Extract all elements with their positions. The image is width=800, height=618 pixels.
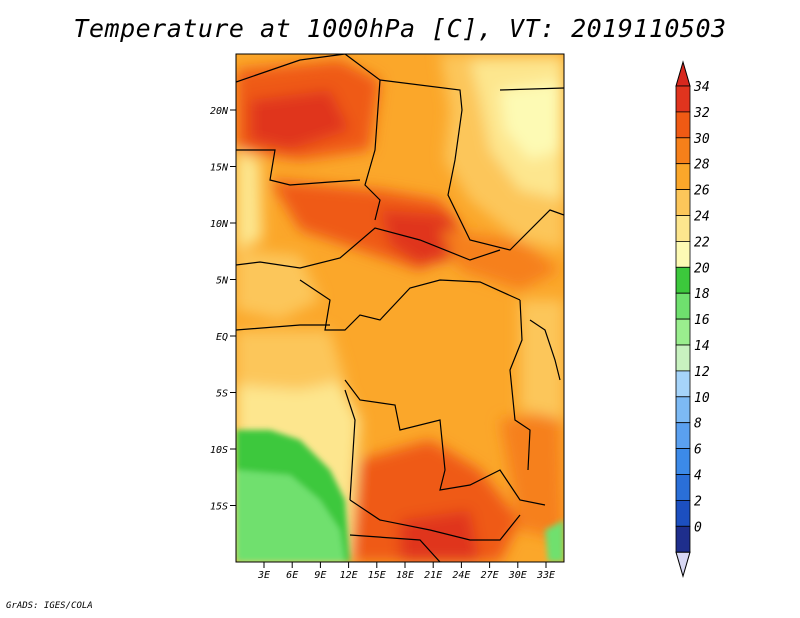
colorbar-swatch (675, 499, 691, 527)
colorbar-label: 10 (694, 391, 710, 406)
colorbar-swatch (675, 318, 691, 346)
colorbar-label: 18 (694, 287, 710, 302)
lon-label: 24E (452, 570, 470, 581)
lat-label: 5N (216, 276, 229, 287)
lon-label: 9E (314, 570, 326, 581)
colorbar-label: 2 (694, 494, 702, 509)
colorbar-swatch (675, 85, 691, 113)
colorbar-swatch (675, 448, 691, 475)
colorbar-label: 8 (694, 417, 702, 432)
colorbar-swatch (675, 474, 691, 501)
temperature-field (236, 54, 564, 562)
colorbar-label: 16 (694, 313, 710, 328)
lon-label: 21E (424, 570, 442, 581)
lon-label: 18E (396, 570, 414, 581)
colorbar-label: 34 (693, 80, 710, 95)
map-title: Temperature at 1000hPa [C], VT: 20191105… (73, 14, 727, 43)
lon-label: 15E (368, 570, 386, 581)
colorbar-label: 32 (693, 106, 710, 121)
colorbar-swatch (675, 137, 691, 165)
colorbar-label: 20 (694, 261, 710, 276)
lon-label: 3E (257, 570, 270, 581)
colorbar-swatch (675, 370, 691, 398)
lat-label: 15N (210, 163, 229, 174)
colorbar-label: 4 (694, 469, 702, 484)
lon-label: 33E (536, 570, 555, 581)
colorbar-label: 0 (694, 520, 702, 535)
credit-label: GrADS: IGES/COLA (6, 601, 93, 611)
lon-label: 12E (340, 570, 358, 581)
colorbar-under-arrow (675, 551, 691, 578)
lat-label: 5S (216, 389, 228, 400)
colorbar-swatch (675, 292, 691, 320)
colorbar-swatch (675, 525, 691, 553)
colorbar-label: 14 (694, 339, 710, 354)
lat-label: 15S (210, 502, 228, 513)
colorbar-label: 22 (694, 235, 710, 250)
colorbar-label: 30 (693, 132, 710, 147)
colorbar-label: 24 (694, 210, 710, 225)
lon-label: 27E (481, 570, 499, 581)
colorbar-swatch (675, 189, 691, 216)
colorbar-label: 6 (694, 443, 702, 458)
colorbar-swatch (675, 396, 691, 424)
colorbar-label: 28 (694, 158, 710, 173)
latitude-axis: 20N 15N 10N 5N EQ 5S 10S 15S (210, 106, 236, 513)
lat-label: 20N (210, 106, 229, 117)
lon-label: 6E (286, 570, 298, 581)
colorbar-swatch (675, 422, 691, 450)
colorbar-swatch (675, 215, 691, 242)
lat-label: 10N (210, 219, 229, 230)
colorbar-over-arrow (675, 60, 691, 87)
lon-label: 30E (508, 570, 527, 581)
lat-label: 10S (210, 445, 228, 456)
longitude-axis: 3E 6E 9E 12E 15E 18E 21E 24E 27E 30E 33E (257, 562, 555, 581)
colorbar-swatch (675, 240, 691, 268)
colorbar-label: 26 (694, 184, 710, 199)
colorbar-swatch (675, 111, 691, 139)
colorbar-swatch (675, 344, 691, 372)
colorbar-swatch (675, 163, 691, 190)
colorbar-label: 12 (694, 365, 710, 380)
lat-label: EQ (216, 332, 228, 343)
colorbar-swatch (675, 266, 691, 294)
